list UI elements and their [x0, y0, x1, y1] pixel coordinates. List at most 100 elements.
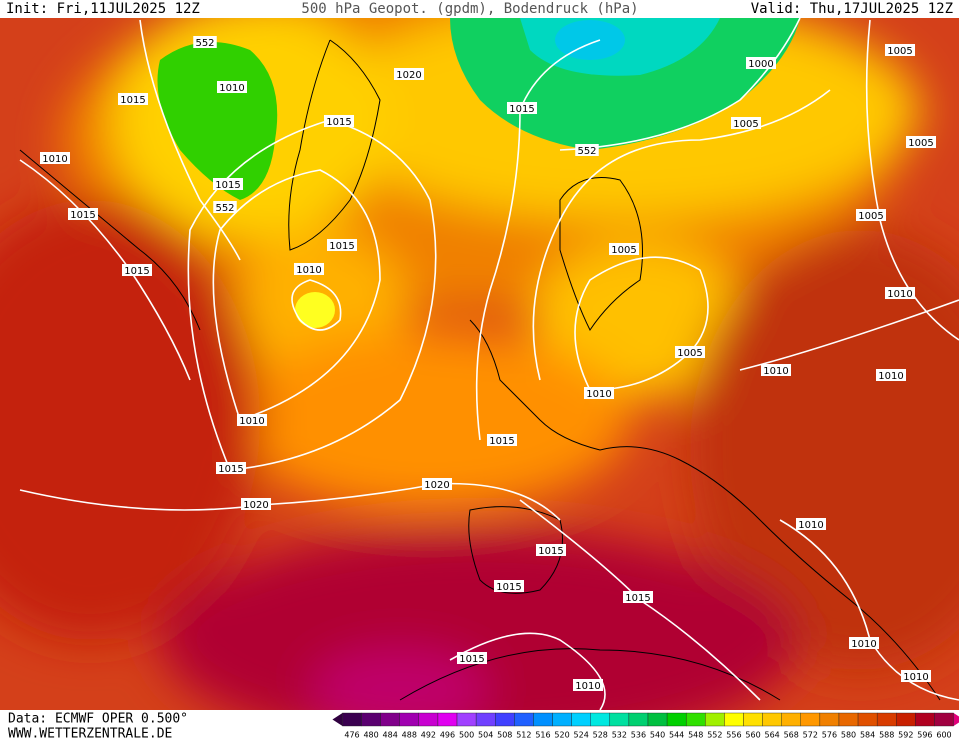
contour-label: 552 — [195, 38, 214, 49]
colorbar-label: 504 — [478, 731, 493, 740]
colorbar-swatch — [609, 712, 630, 727]
contour-labels: 552 1010 1015 1010 1015 1015 552 1015 1015 1015 10… — [40, 36, 936, 692]
colorbar-label: 536 — [631, 731, 646, 740]
colorbar-label: 576 — [822, 731, 837, 740]
colorbar-label: 568 — [784, 731, 799, 740]
colorbar-arrow — [332, 713, 343, 726]
label-box — [216, 462, 246, 474]
colorbar-swatch — [571, 712, 591, 727]
contour-label: 1015 — [509, 104, 534, 115]
contour-label: 552 — [577, 146, 596, 157]
contour-label: 1015 — [459, 654, 484, 665]
colorbar-swatch — [876, 712, 897, 727]
label-box — [507, 102, 537, 114]
contour-label: 1015 — [215, 180, 240, 191]
coastlines — [19, 39, 941, 701]
colorbar-label: 556 — [726, 731, 741, 740]
contour-label: 1015 — [489, 436, 514, 447]
colorbar-label: 560 — [745, 731, 760, 740]
colorbar-swatch — [456, 712, 477, 727]
colorbar-swatch — [533, 712, 553, 727]
colorbar-swatch — [495, 712, 515, 727]
contour-label: 1010 — [296, 265, 321, 276]
colorbar-swatch — [724, 712, 744, 727]
label-box — [609, 243, 639, 255]
contour-label: 1010 — [763, 366, 788, 377]
colorbar-swatch — [838, 712, 859, 727]
map-title: 500 hPa Geopot. (gpdm), Bodendruck (hPa) — [301, 1, 638, 17]
contour-label: 1005 — [611, 245, 636, 256]
colorbar-swatch — [781, 712, 801, 727]
contour-label: 1015 — [625, 593, 650, 604]
colorbar-arrow — [953, 713, 959, 726]
colorbar-swatch — [762, 712, 782, 727]
contour-label: 1010 — [219, 83, 244, 94]
contour-label: 1015 — [538, 546, 563, 557]
colorbar-swatch — [628, 712, 649, 727]
label-box — [494, 580, 524, 592]
colorbar-label: 584 — [860, 731, 875, 740]
label-box — [675, 346, 705, 358]
contour-label: 1010 — [586, 389, 611, 400]
label-box — [193, 36, 217, 48]
colorbar-swatch — [475, 712, 496, 727]
label-box — [327, 239, 357, 251]
label-box — [876, 369, 906, 381]
contour-label: 1015 — [329, 241, 354, 252]
label-box — [324, 115, 354, 127]
colorbar-label: 488 — [402, 731, 417, 740]
contour-label: 1020 — [243, 500, 268, 511]
contour-label: 552 — [215, 203, 234, 214]
colorbar-label: 544 — [669, 731, 684, 740]
colorbar-swatch — [666, 712, 687, 727]
contour-label: 1005 — [677, 348, 702, 359]
colorbar-swatch — [705, 712, 725, 727]
colorbar-label: 540 — [650, 731, 665, 740]
colorbar-swatch — [418, 712, 439, 727]
label-box — [294, 263, 324, 275]
contour-label: 1005 — [733, 119, 758, 130]
colorbar-label: 524 — [574, 731, 589, 740]
label-box — [536, 544, 566, 556]
label-box — [487, 434, 517, 446]
label-box — [68, 208, 98, 220]
colorbar-label: 564 — [764, 731, 779, 740]
colorbar-label: 508 — [497, 731, 512, 740]
label-box — [394, 68, 424, 80]
colorbar-label: 532 — [612, 731, 627, 740]
contour-label: 1015 — [70, 210, 95, 221]
colorbar-swatch — [361, 712, 381, 727]
contour-label: 1020 — [396, 70, 421, 81]
colorbar-swatch — [342, 712, 362, 727]
colorbar-label: 596 — [917, 731, 932, 740]
colorbar-swatch — [896, 712, 916, 727]
label-box — [746, 57, 776, 69]
colorbar-label: 548 — [688, 731, 703, 740]
label-box — [241, 498, 271, 510]
label-box — [885, 287, 915, 299]
contour-label: 1015 — [218, 464, 243, 475]
contour-label: 1015 — [496, 582, 521, 593]
label-box — [457, 652, 487, 664]
colorbar: 476 480 484 488 492 496 500 504 508 512 516 520 524 5… — [332, 712, 959, 740]
label-box — [584, 387, 614, 399]
colorbar-label: 480 — [363, 731, 378, 740]
label-box — [122, 264, 152, 276]
colorbar-label: 476 — [344, 731, 359, 740]
colorbar-label: 592 — [898, 731, 913, 740]
contour-label: 1005 — [887, 46, 912, 57]
colorbar-label: 492 — [421, 731, 436, 740]
label-box — [217, 81, 247, 93]
label-box — [849, 637, 879, 649]
colorbar-label: 520 — [554, 731, 569, 740]
colorbar-label: 572 — [803, 731, 818, 740]
colorbar-label: 552 — [707, 731, 722, 740]
colorbar-label: 600 — [936, 731, 951, 740]
colorbar-swatch — [647, 712, 668, 727]
website: WWW.WETTERZENTRALE.DE — [8, 727, 172, 741]
data-source: Data: ECMWF OPER 0.500° — [8, 712, 188, 727]
colorbar-swatch — [934, 712, 954, 727]
label-box — [575, 144, 599, 156]
label-box — [885, 44, 915, 56]
label-box — [906, 136, 936, 148]
